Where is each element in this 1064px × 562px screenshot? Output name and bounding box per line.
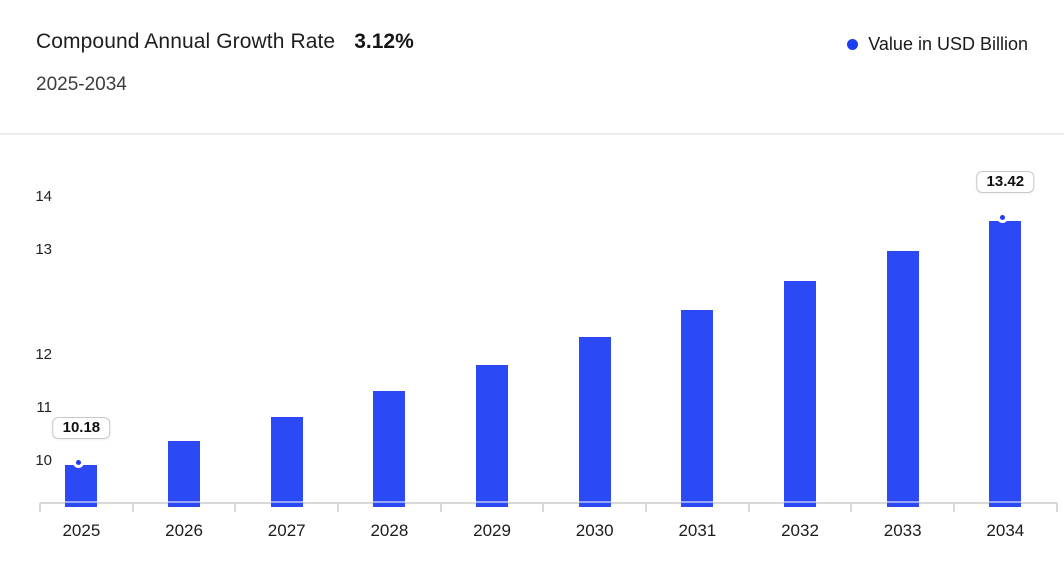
y-axis-label-13: 13	[35, 241, 52, 258]
x-axis-label-2028: 2028	[370, 521, 409, 540]
x-axis-tick-mark	[336, 503, 339, 512]
x-axis-tick-mark	[850, 503, 853, 512]
bar-2029[interactable]	[476, 364, 509, 508]
x-axis-tick-mark	[952, 503, 955, 512]
x-axis-label-2026: 2026	[165, 521, 203, 540]
bar-bottom-divider	[65, 501, 98, 504]
bar-bottom-divider	[578, 501, 611, 504]
bar-2025[interactable]	[65, 465, 98, 508]
bar-bottom-divider	[168, 501, 201, 504]
chart-header: Compound Annual Growth Rate 3.12% 2025-2…	[0, 0, 1064, 135]
y-axis-label-11: 11	[36, 399, 52, 416]
legend-label: Value in USD Billion	[868, 34, 1028, 54]
page-title: Compound Annual Growth Rate	[36, 30, 336, 53]
bar-bottom-divider	[886, 501, 919, 504]
y-axis-label-12: 12	[35, 346, 52, 363]
x-axis-label-2029: 2029	[473, 521, 511, 540]
bar-bottom-divider	[373, 501, 406, 504]
x-axis-label-2032: 2032	[781, 521, 819, 540]
bar-bottom-divider	[270, 501, 303, 504]
x-axis-tick-mark	[542, 503, 545, 512]
x-axis-line	[40, 502, 1057, 504]
bar-chart-area: 10 11 12 13 14 2025 2026 2027 2028 2029 2030 2031 20…	[0, 137, 1064, 562]
bar-bottom-divider	[989, 501, 1022, 504]
x-axis-label-2034: 2034	[986, 521, 1025, 540]
y-axis-label-14: 14	[35, 188, 52, 205]
bar-2027[interactable]	[270, 416, 303, 508]
bar-2030[interactable]	[578, 337, 611, 508]
bar-2028[interactable]	[373, 391, 406, 508]
cagr-value: 3.12%	[354, 30, 414, 53]
x-axis-tick-mark	[644, 503, 647, 512]
value-label-2025: 10.18	[52, 417, 111, 439]
x-axis-tick-mark	[439, 503, 442, 512]
x-axis-tick-mark	[39, 503, 41, 512]
x-axis-label-2025: 2025	[62, 521, 101, 540]
bar-2034[interactable]	[989, 220, 1022, 508]
x-axis-tick-mark	[234, 503, 237, 512]
bar-2026[interactable]	[168, 440, 201, 508]
legend-dot-icon	[847, 39, 859, 50]
title-row: Compound Annual Growth Rate 3.12%	[36, 30, 414, 54]
data-point-dot-2025[interactable]	[72, 456, 84, 468]
bar-bottom-divider	[784, 501, 817, 504]
data-point-dot-2034[interactable]	[996, 212, 1008, 224]
bar-bottom-divider	[476, 501, 509, 504]
bar-2033[interactable]	[886, 250, 919, 508]
legend-item[interactable]: Value in USD Billion	[847, 34, 1028, 55]
date-range-subtitle: 2025-2034	[36, 74, 127, 95]
x-axis-tick-mark	[131, 503, 134, 512]
bar-bottom-divider	[681, 501, 714, 504]
y-axis-label-10: 10	[35, 452, 52, 469]
value-label-2034: 13.42	[976, 171, 1035, 193]
x-axis-tick-mark	[747, 503, 750, 512]
x-axis-tick-mark	[1055, 503, 1058, 512]
bar-2031[interactable]	[681, 309, 714, 508]
bar-2032[interactable]	[784, 280, 817, 508]
x-axis-label-2031: 2031	[678, 521, 717, 540]
x-axis-label-2030: 2030	[575, 521, 614, 540]
x-axis-label-2033: 2033	[883, 521, 922, 540]
x-axis-label-2027: 2027	[267, 521, 306, 540]
